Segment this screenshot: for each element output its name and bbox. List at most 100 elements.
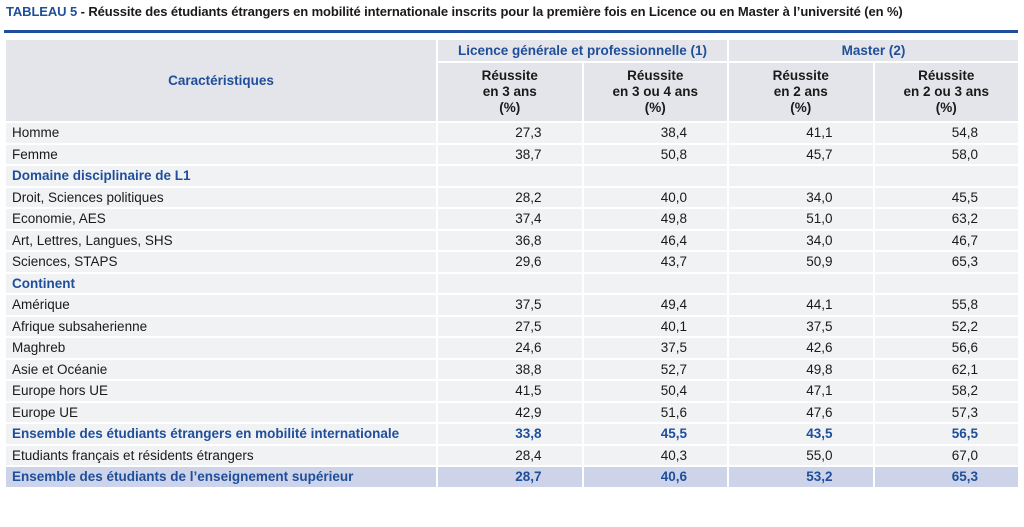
value-cell: 37,5 (727, 314, 875, 338)
header-sub-line: (%) (644, 100, 666, 115)
value-cell: 65,3 (872, 250, 1020, 274)
row-label: Europe UE (4, 400, 438, 424)
value-cell: 58,2 (872, 379, 1020, 403)
header-sub-line: (%) (499, 100, 521, 115)
value-cell: 28,7 (436, 465, 584, 489)
section-row: Continent (4, 271, 1020, 295)
row-label: Ensemble des étudiants étrangers en mobi… (4, 422, 438, 446)
header-characteristics: Caractéristiques (4, 38, 438, 123)
value-cell (581, 271, 729, 295)
header-sub-line: Réussite (918, 68, 975, 83)
row-label: Amérique (4, 293, 438, 317)
header-sub-line: en 3 ans (482, 84, 537, 99)
value-cell: 51,6 (581, 400, 729, 424)
value-cell: 37,4 (436, 207, 584, 231)
value-cell: 36,8 (436, 228, 584, 252)
value-cell: 57,3 (872, 400, 1020, 424)
value-cell: 41,5 (436, 379, 584, 403)
value-cell: 33,8 (436, 422, 584, 446)
value-cell: 67,0 (872, 443, 1020, 467)
value-cell: 34,0 (727, 228, 875, 252)
value-cell: 28,4 (436, 443, 584, 467)
value-cell: 37,5 (436, 293, 584, 317)
value-cell (872, 271, 1020, 295)
header-sub-line: en 3 ou 4 ans (612, 84, 699, 99)
table-row: Art, Lettres, Langues, SHS 36,8 46,4 34,0 46… (4, 228, 1020, 252)
value-cell: 44,1 (727, 293, 875, 317)
value-cell: 55,8 (872, 293, 1020, 317)
value-cell: 50,8 (581, 142, 729, 166)
value-cell: 43,5 (727, 422, 875, 446)
row-label: Droit, Sciences politiques (4, 185, 438, 209)
value-cell: 56,6 (872, 336, 1020, 360)
row-label: Ensemble des étudiants de l’enseignement… (4, 465, 438, 489)
table-row: Europe UE 42,9 51,6 47,6 57,3 (4, 400, 1020, 424)
table-row: Europe hors UE 41,5 50,4 47,1 58,2 (4, 379, 1020, 403)
value-cell: 29,6 (436, 250, 584, 274)
header-group-master: Master (2) (727, 38, 1020, 63)
table-row: Femme 38,7 50,8 45,7 58,0 (4, 142, 1020, 166)
header-sub-2: Réussite en 2 ans (%) (727, 61, 875, 123)
header-sub-line: Réussite (627, 68, 684, 83)
table-caption: - Réussite des étudiants étrangers en mo… (77, 4, 903, 19)
section-label: Continent (4, 271, 438, 295)
value-cell: 34,0 (727, 185, 875, 209)
value-cell: 38,4 (581, 121, 729, 145)
value-cell: 40,3 (581, 443, 729, 467)
value-cell: 55,0 (727, 443, 875, 467)
value-cell: 49,8 (581, 207, 729, 231)
title-rule (4, 30, 1018, 33)
value-cell: 38,7 (436, 142, 584, 166)
value-cell: 40,1 (581, 314, 729, 338)
value-cell (581, 164, 729, 188)
table-row: Asie et Océanie 38,8 52,7 49,8 62,1 (4, 357, 1020, 381)
value-cell: 54,8 (872, 121, 1020, 145)
value-cell: 27,5 (436, 314, 584, 338)
value-cell: 49,4 (581, 293, 729, 317)
value-cell (436, 164, 584, 188)
header-sub-0: Réussite en 3 ans (%) (436, 61, 584, 123)
header-sub-line: en 2 ou 3 ans (903, 84, 990, 99)
value-cell: 43,7 (581, 250, 729, 274)
value-cell (872, 164, 1020, 188)
value-cell: 37,5 (581, 336, 729, 360)
value-cell (436, 271, 584, 295)
header-sub-line: (%) (935, 100, 957, 115)
value-cell: 38,8 (436, 357, 584, 381)
table-row: Ensemble des étudiants étrangers en mobi… (4, 422, 1020, 446)
value-cell: 52,2 (872, 314, 1020, 338)
header-sub-line: en 2 ans (773, 84, 828, 99)
table-row: Afrique subsaherienne 27,5 40,1 37,5 52,2 (4, 314, 1020, 338)
value-cell: 62,1 (872, 357, 1020, 381)
value-cell: 65,3 (872, 465, 1020, 489)
header-sub-3: Réussite en 2 ou 3 ans (%) (872, 61, 1020, 123)
row-label: Asie et Océanie (4, 357, 438, 381)
value-cell: 28,2 (436, 185, 584, 209)
value-cell: 45,5 (872, 185, 1020, 209)
header-sub-1: Réussite en 3 ou 4 ans (%) (581, 61, 729, 123)
table-row: Droit, Sciences politiques 28,2 40,0 34,0 45… (4, 185, 1020, 209)
value-cell: 63,2 (872, 207, 1020, 231)
row-label: Europe hors UE (4, 379, 438, 403)
value-cell (727, 164, 875, 188)
value-cell: 50,9 (727, 250, 875, 274)
value-cell: 56,5 (872, 422, 1020, 446)
value-cell: 45,7 (727, 142, 875, 166)
value-cell: 52,7 (581, 357, 729, 381)
table-row: Homme 27,3 38,4 41,1 54,8 (4, 121, 1020, 145)
table-number: TABLEAU 5 (6, 4, 78, 19)
table-row: Ensemble des étudiants de l’enseignement… (4, 465, 1020, 489)
row-label: Sciences, STAPS (4, 250, 438, 274)
value-cell: 51,0 (727, 207, 875, 231)
value-cell: 40,6 (581, 465, 729, 489)
section-row: Domaine disciplinaire de L1 (4, 164, 1020, 188)
value-cell: 46,4 (581, 228, 729, 252)
header-sub-line: Réussite (481, 68, 538, 83)
table-row: Sciences, STAPS 29,6 43,7 50,9 65,3 (4, 250, 1020, 274)
value-cell: 40,0 (581, 185, 729, 209)
header-sub-line: Réussite (772, 68, 829, 83)
table-row: Economie, AES 37,4 49,8 51,0 63,2 (4, 207, 1020, 231)
value-cell: 53,2 (727, 465, 875, 489)
value-cell: 27,3 (436, 121, 584, 145)
table-row: Etudiants français et résidents étranger… (4, 443, 1020, 467)
